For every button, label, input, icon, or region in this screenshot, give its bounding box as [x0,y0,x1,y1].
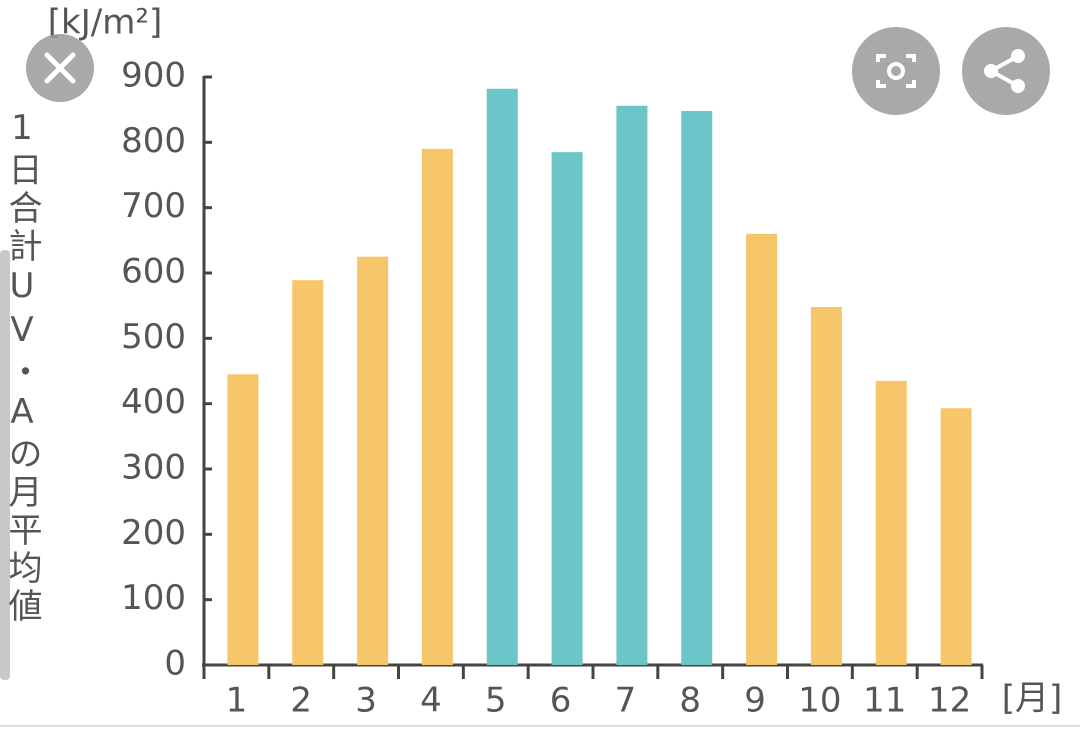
share-button[interactable] [962,27,1050,115]
x-tick-label: 1 [226,681,248,721]
bar [486,88,518,665]
x-tick-label: 8 [679,681,701,721]
x-tick-label: 12 [928,681,971,721]
bar [875,380,907,665]
y-tick-label: 800 [121,121,186,161]
y-tick-label: 500 [121,317,186,357]
side-strip [0,250,10,680]
bar [746,233,778,666]
x-tick-label: 9 [744,681,766,721]
x-tick-label: 5 [485,681,507,721]
lens-dot [887,62,905,80]
bar [421,148,453,665]
y-tick-label: 400 [121,382,186,422]
share-circle[interactable] [962,27,1050,115]
y-tick-label: 700 [121,186,186,226]
y-tick-label: 600 [121,252,186,292]
x-tick-label: 3 [355,681,377,721]
share-dot [1011,49,1025,63]
y-tick-label: 100 [121,578,186,618]
bar [357,256,389,665]
bar [616,105,648,666]
bar [551,152,583,666]
share-dot [984,64,998,78]
y-tick-label: 200 [121,513,186,553]
bar [681,110,713,666]
x-tick-label: 2 [290,681,312,721]
x-tick-label: 10 [798,681,841,721]
lens-frame [876,54,916,88]
y-tick-label: 0 [164,644,186,684]
lens-circle[interactable] [852,27,940,115]
y-tick-label: 300 [121,448,186,488]
share-dot [1011,79,1025,93]
x-tick-label: 7 [615,681,637,721]
y-tick-label: 900 [121,56,186,96]
bar [940,408,972,665]
bar [810,306,842,665]
x-unit-label: [月] [1002,679,1063,719]
x-tick-label: 4 [420,681,442,721]
x-tick-label: 6 [550,681,572,721]
lens-button[interactable] [852,27,940,115]
x-tick-label: 11 [863,681,906,721]
y-axis-label: 1日合計UV・Aの月平均値 [2,108,42,626]
bar [292,280,324,665]
close-button[interactable] [26,34,94,102]
bar [227,374,259,665]
close-icon [44,52,76,84]
